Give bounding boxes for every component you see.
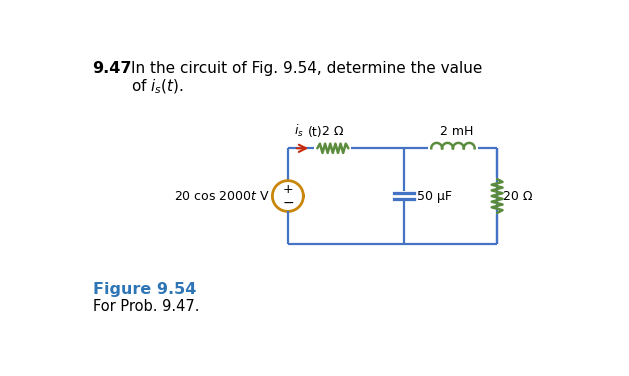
Text: Figure 9.54: Figure 9.54 [92, 282, 196, 297]
Text: 2 Ω: 2 Ω [322, 125, 343, 138]
Text: −: − [282, 196, 294, 210]
Text: 50 μF: 50 μF [417, 190, 452, 203]
Text: +: + [282, 183, 293, 196]
Text: 20 Ω: 20 Ω [503, 190, 533, 203]
Text: (t): (t) [308, 126, 323, 139]
Text: 2 mH: 2 mH [440, 125, 474, 138]
Text: 9.47: 9.47 [92, 61, 132, 76]
Text: of $i_s(t)$.: of $i_s(t)$. [131, 77, 184, 96]
Text: For Prob. 9.47.: For Prob. 9.47. [92, 299, 199, 314]
Text: 20 cos 2000$t$ V: 20 cos 2000$t$ V [174, 190, 270, 203]
Text: In the circuit of Fig. 9.54, determine the value: In the circuit of Fig. 9.54, determine t… [131, 61, 482, 76]
Text: $i_s$: $i_s$ [294, 123, 304, 139]
